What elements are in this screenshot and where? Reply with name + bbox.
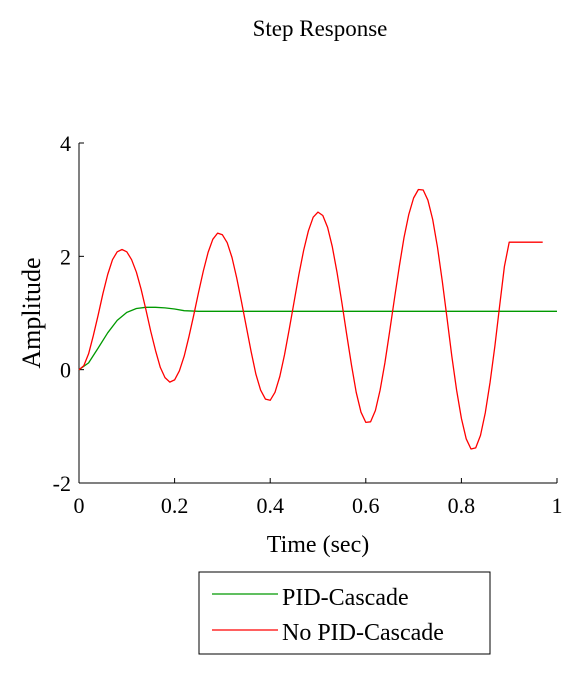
y-axis-label: Amplitude <box>17 257 46 368</box>
y-tick-label: 2 <box>60 244 71 269</box>
x-axis-label: Time (sec) <box>267 532 369 558</box>
legend-label-no-pid-cascade: No PID-Cascade <box>282 620 444 646</box>
legend-box <box>198 571 491 655</box>
x-tick-label: 0.2 <box>161 493 189 518</box>
legend: PID-Cascade No PID-Cascade <box>198 571 491 655</box>
x-tick-label: 0.4 <box>256 493 284 518</box>
legend-label-pid-cascade: PID-Cascade <box>282 585 409 611</box>
chart-title: Step Response <box>253 16 388 41</box>
x-tick-label: 0 <box>74 493 85 518</box>
x-tick-label: 0.8 <box>448 493 476 518</box>
y-tick-label: -2 <box>53 471 71 496</box>
y-tick-label: 4 <box>60 131 71 156</box>
series-line-pid-cascade <box>78 306 557 371</box>
y-tick-label: 0 <box>60 358 71 383</box>
x-tick-label: 0.6 <box>352 493 380 518</box>
series-line-no-pid-cascade <box>78 188 543 450</box>
x-tick-label: 1 <box>552 493 563 518</box>
